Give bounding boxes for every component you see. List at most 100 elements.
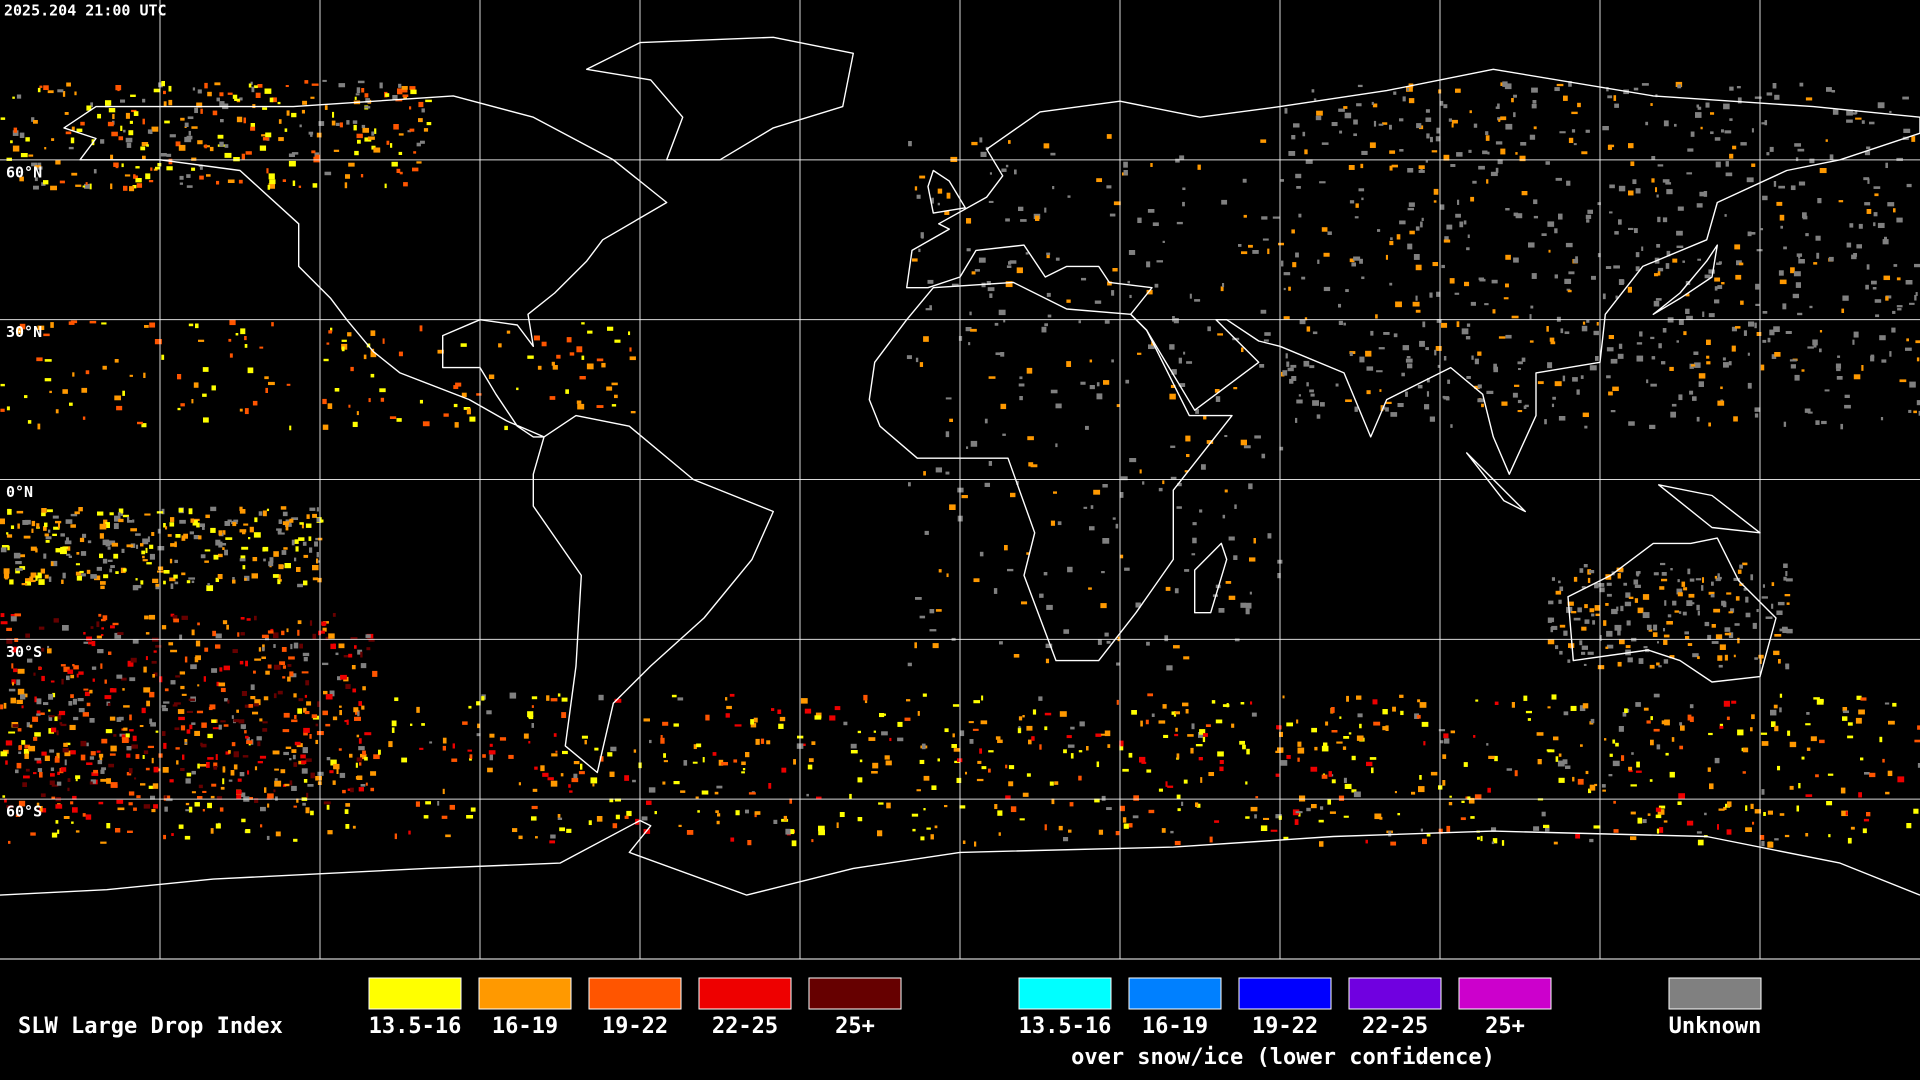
cloud-pixel xyxy=(173,618,180,623)
cloud-pixel xyxy=(945,471,950,475)
cloud-pixel xyxy=(193,535,200,540)
cloud-pixel xyxy=(1315,115,1322,121)
cloud-pixel xyxy=(339,705,342,708)
cloud-pixel xyxy=(39,771,43,778)
cloud-pixel xyxy=(811,839,814,843)
cloud-pixel xyxy=(1430,136,1433,143)
cloud-pixel xyxy=(1201,464,1206,470)
cloud-pixel xyxy=(989,293,993,298)
cloud-pixel xyxy=(1517,399,1522,404)
cloud-pixel xyxy=(16,762,22,769)
cloud-pixel xyxy=(219,101,225,107)
cloud-pixel xyxy=(730,837,735,842)
cloud-pixel xyxy=(1877,102,1885,109)
cloud-pixel xyxy=(1388,831,1392,837)
cloud-pixel xyxy=(98,613,102,617)
cloud-pixel xyxy=(357,80,365,84)
cloud-pixel xyxy=(1701,585,1704,591)
cloud-pixel xyxy=(184,835,191,840)
cloud-pixel xyxy=(1714,137,1721,141)
cloud-pixel xyxy=(1446,224,1453,230)
cloud-pixel xyxy=(254,798,259,803)
latitude-label: 30°N xyxy=(6,323,42,341)
cloud-pixel xyxy=(1832,109,1839,115)
cloud-pixel xyxy=(1474,794,1482,800)
cloud-pixel xyxy=(1671,403,1677,407)
cloud-pixel xyxy=(1295,252,1299,258)
cloud-pixel xyxy=(1019,396,1023,401)
cloud-pixel xyxy=(566,828,572,833)
cloud-pixel xyxy=(188,323,194,327)
cloud-pixel xyxy=(82,416,86,420)
cloud-pixel xyxy=(157,566,164,571)
cloud-pixel xyxy=(86,702,91,707)
cloud-pixel xyxy=(1610,358,1618,364)
cloud-pixel xyxy=(1656,744,1661,750)
cloud-pixel xyxy=(20,153,28,158)
cloud-pixel xyxy=(506,330,511,334)
cloud-pixel xyxy=(420,140,425,144)
cloud-pixel xyxy=(1677,206,1684,211)
cloud-pixel xyxy=(224,549,228,556)
cloud-pixel xyxy=(216,97,220,102)
cloud-pixel xyxy=(648,787,656,793)
cloud-pixel xyxy=(306,792,309,798)
cloud-pixel xyxy=(1657,164,1664,167)
cloud-pixel xyxy=(1630,836,1637,841)
cloud-pixel xyxy=(1816,698,1824,705)
cloud-pixel xyxy=(1296,719,1299,724)
cloud-pixel xyxy=(259,755,267,759)
cloud-pixel xyxy=(261,634,269,639)
cloud-pixel xyxy=(1889,110,1892,113)
cloud-pixel xyxy=(477,723,481,729)
cloud-pixel xyxy=(53,526,60,530)
cloud-pixel xyxy=(1714,757,1720,764)
cloud-pixel xyxy=(922,693,927,697)
cloud-pixel xyxy=(185,778,191,784)
cloud-pixel xyxy=(1752,821,1755,825)
cloud-pixel xyxy=(1261,216,1268,220)
cloud-pixel xyxy=(429,741,433,744)
cloud-pixel xyxy=(576,400,582,404)
cloud-pixel xyxy=(3,568,10,574)
cloud-pixel xyxy=(1096,393,1103,400)
cloud-pixel xyxy=(278,119,282,124)
cloud-pixel xyxy=(93,769,99,774)
cloud-pixel xyxy=(301,109,305,114)
cloud-pixel xyxy=(531,696,538,700)
cloud-pixel xyxy=(1726,592,1732,595)
cloud-pixel xyxy=(1321,745,1329,752)
cloud-pixel xyxy=(44,533,49,537)
cloud-pixel xyxy=(454,422,459,428)
cloud-pixel xyxy=(1177,808,1181,812)
cloud-pixel xyxy=(169,577,176,582)
cloud-pixel xyxy=(1914,295,1917,301)
cloud-pixel xyxy=(1066,299,1071,303)
cloud-pixel xyxy=(177,709,185,714)
cloud-pixel xyxy=(1495,141,1503,145)
cloud-pixel xyxy=(1715,161,1721,168)
cloud-pixel xyxy=(973,578,980,583)
cloud-pixel xyxy=(468,705,472,709)
cloud-pixel xyxy=(1104,632,1109,637)
cloud-pixel xyxy=(108,108,116,113)
cloud-pixel xyxy=(1771,582,1775,587)
cloud-pixel xyxy=(6,627,12,632)
cloud-pixel xyxy=(1845,811,1848,816)
cloud-pixel xyxy=(482,754,486,758)
cloud-pixel xyxy=(233,719,239,723)
cloud-pixel xyxy=(1555,756,1559,762)
cloud-pixel xyxy=(1601,784,1606,788)
cloud-pixel xyxy=(1116,662,1120,666)
cloud-pixel xyxy=(934,825,938,829)
cloud-pixel xyxy=(188,508,193,515)
cloud-pixel xyxy=(201,743,207,748)
cloud-pixel xyxy=(1486,179,1489,184)
cloud-pixel xyxy=(1280,179,1284,182)
cloud-pixel xyxy=(1687,643,1693,646)
cloud-pixel xyxy=(153,650,157,653)
cloud-pixel xyxy=(322,662,329,666)
cloud-pixel xyxy=(200,554,206,559)
cloud-pixel xyxy=(531,705,534,708)
cloud-pixel xyxy=(750,719,754,725)
